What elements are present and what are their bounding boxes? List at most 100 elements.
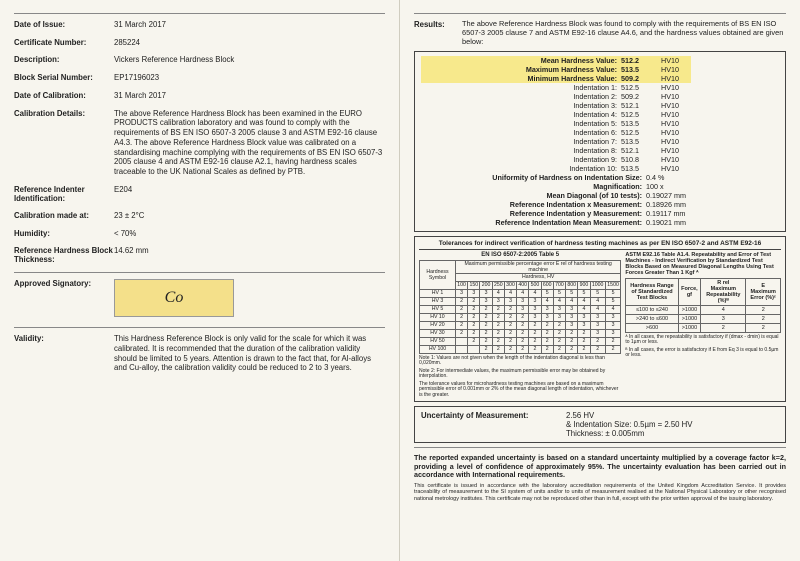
td: 3 [529, 313, 541, 321]
td: 2 [504, 345, 516, 353]
td: 2 [504, 305, 516, 313]
td: 2 [455, 321, 467, 329]
th: Maximum permissible percentage error E r… [455, 260, 620, 273]
td: 2 [517, 345, 529, 353]
th: 300 [504, 281, 516, 289]
td: HV 100 [420, 345, 456, 353]
td: 5 [566, 289, 578, 297]
misc-value: 0.19027 mm [646, 191, 686, 200]
td: 2 [468, 321, 480, 329]
th: Hardness Range of Standardized Test Bloc… [626, 278, 678, 305]
tolerance-right-col: ASTM E92.16 Table A1.4. Repeatability an… [625, 252, 781, 399]
td: 5 [605, 297, 621, 305]
td: 3 [529, 305, 541, 313]
td: 3 [517, 297, 529, 305]
td: 2 [504, 321, 516, 329]
td: 3 [566, 313, 578, 321]
td: 2 [480, 321, 492, 329]
indent-value: 512.5 [621, 128, 661, 137]
td: 2 [492, 305, 504, 313]
tolerance-title: Tolerances for indirect verification of … [419, 240, 781, 250]
indent-unit: HV10 [661, 83, 691, 92]
misc-label: Mean Diagonal (of 10 tests): [421, 191, 646, 200]
indent-label: Indentation 8: [421, 146, 621, 155]
val-uom: 2.56 HV & Indentation Size: 0.5µm = 2.50… [566, 411, 693, 438]
td: 3 [553, 305, 565, 313]
td: 2 [468, 337, 480, 345]
val-humidity: < 70% [114, 229, 385, 239]
indent-unit: HV10 [661, 128, 691, 137]
td [455, 345, 467, 353]
td: 2 [578, 329, 590, 337]
td: 4 [553, 297, 565, 305]
th: Hardness, HV [455, 273, 620, 281]
td: 2 [504, 329, 516, 337]
indent-label: Indentation 5: [421, 119, 621, 128]
tol-left-title: EN ISO 6507-2:2005 Table 5 [419, 252, 621, 258]
divider [14, 13, 385, 14]
td: 4 [578, 305, 590, 313]
tol-note3: The tolerance values for microhardness t… [419, 382, 621, 399]
td: HV 5 [420, 305, 456, 313]
td: 2 [492, 313, 504, 321]
th: 150 [468, 281, 480, 289]
td: 3 [701, 314, 746, 323]
td: 2 [455, 329, 467, 337]
td: HV 10 [420, 313, 456, 321]
td: 2 [746, 323, 781, 332]
td: 2 [492, 345, 504, 353]
measurements-frame: Mean Hardness Value:512.2HV10Maximum Har… [414, 51, 786, 232]
td: 3 [605, 321, 621, 329]
td: 4 [492, 289, 504, 297]
td: ≤100 to ≤240 [626, 305, 678, 314]
td: 4 [541, 297, 553, 305]
td: 2 [529, 329, 541, 337]
td: 2 [455, 313, 467, 321]
indent-unit: HV10 [661, 110, 691, 119]
td: 2 [492, 321, 504, 329]
misc-value: 0.19117 mm [646, 209, 685, 218]
td: 2 [553, 345, 565, 353]
lbl-uom: Uncertainty of Measurement: [421, 411, 566, 438]
stat-label: Maximum Hardness Value: [421, 65, 621, 74]
td: HV 50 [420, 337, 456, 345]
tol-right-title: ASTM E92.16 Table A1.4. Repeatability an… [625, 252, 781, 276]
stat-value: 512.2 [621, 56, 661, 65]
td: 2 [605, 345, 621, 353]
indent-label: Indentation 9: [421, 155, 621, 164]
th: 100 [455, 281, 467, 289]
stat-unit: HV10 [661, 74, 691, 83]
td: 2 [517, 329, 529, 337]
td: 2 [553, 337, 565, 345]
val-cert-no: 285224 [114, 38, 385, 48]
stat-unit: HV10 [661, 56, 691, 65]
td: 3 [541, 305, 553, 313]
td: 3 [517, 305, 529, 313]
indent-value: 509.2 [621, 92, 661, 101]
td: >600 [626, 323, 678, 332]
val-serial: EP17196023 [114, 73, 385, 83]
th: 400 [517, 281, 529, 289]
uncertainty-frame: Uncertainty of Measurement: 2.56 HV & In… [414, 406, 786, 443]
td: 2 [517, 321, 529, 329]
indent-label: Indentation 1: [421, 83, 621, 92]
th: 800 [566, 281, 578, 289]
lbl-cert-no: Certificate Number: [14, 38, 114, 48]
tolerance-table-left: Hardness SymbolMaximum permissible perce… [419, 260, 621, 354]
th: 250 [492, 281, 504, 289]
misc-value: 0.4 % [646, 173, 664, 182]
td: 2 [492, 337, 504, 345]
val-cal-details: The above Reference Hardness Block has b… [114, 109, 385, 177]
divider [414, 13, 786, 14]
tol-note2: Note 2: For intermediate values, the max… [419, 369, 621, 380]
td: 2 [480, 329, 492, 337]
td: 2 [541, 329, 553, 337]
th: 700 [553, 281, 565, 289]
stat-unit: HV10 [661, 65, 691, 74]
indent-unit: HV10 [661, 146, 691, 155]
stat-value: 513.5 [621, 65, 661, 74]
lbl-indenter: Reference Indenter Identification: [14, 185, 114, 203]
indent-unit: HV10 [661, 119, 691, 128]
td: 3 [578, 313, 590, 321]
td: 3 [605, 313, 621, 321]
